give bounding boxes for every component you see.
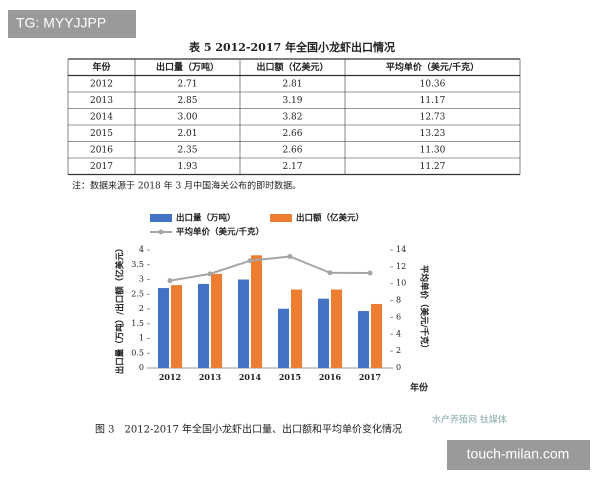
y2-tick-label: 14 (396, 245, 406, 254)
table-cell: 10.36 (420, 79, 446, 89)
watermark-box (8, 10, 136, 38)
table-cell: 2.66 (282, 145, 302, 155)
table-cell: 2012 (90, 79, 113, 89)
y-tick-label: 2 (139, 304, 144, 313)
legend-label: 出口量（万吨） (176, 213, 236, 224)
table-cell: 2015 (90, 129, 113, 139)
table-header: 出口额（亿美元） (256, 61, 328, 73)
legend-swatch (150, 214, 172, 222)
bar (238, 279, 249, 368)
x-tick-label: 2017 (359, 372, 381, 382)
bar (371, 303, 382, 368)
bar (278, 308, 289, 368)
table-cell: 11.27 (420, 162, 446, 172)
bar (158, 288, 169, 368)
point (247, 258, 253, 264)
table-cell: 12.73 (420, 112, 446, 122)
y2-tick-label: 6 (396, 312, 401, 321)
x-axis-label: 年份 (410, 382, 429, 394)
y-tick-label: 1.5 (131, 319, 144, 328)
x-tick-label: 2014 (239, 372, 262, 382)
y-tick-label: 3.5 (131, 260, 144, 269)
legend-swatch (270, 214, 292, 222)
y2-tick-label: 10 (396, 279, 406, 288)
y-tick-label: 1 (139, 334, 144, 343)
legend-label: 出口额（亿美元） (296, 213, 364, 224)
table-cell: 2.81 (282, 79, 302, 89)
table-cell: 2016 (90, 145, 113, 155)
caption: 图 3 2012-2017 年全国小龙虾出口量、出口额和平均单价变化情况 (95, 423, 402, 436)
line (169, 255, 371, 282)
point (207, 271, 213, 277)
table-cell: 3.00 (177, 112, 197, 122)
y-axis-label: 出口量（万吨）/出口额（亿美元） (115, 244, 126, 375)
bar (198, 283, 209, 368)
y2-tick-label: 0 (396, 363, 401, 372)
x-tick-label: 2015 (279, 372, 301, 382)
bar (171, 285, 182, 368)
point (287, 253, 293, 259)
bar (358, 311, 369, 368)
table-cell: 2.01 (177, 129, 197, 139)
table-cell: 2.71 (177, 79, 197, 89)
table-cell: 2013 (90, 96, 113, 106)
bar (318, 298, 329, 368)
table-cell: 2017 (90, 162, 113, 172)
legend-swatch (158, 229, 164, 235)
table-cell: 3.82 (282, 112, 302, 122)
y2-tick-label: 4 (396, 329, 401, 338)
table-cell: 1.93 (177, 162, 197, 172)
point (367, 270, 373, 276)
table-cell: 2.66 (282, 129, 302, 139)
y-tick-label: 0.5 (131, 348, 144, 357)
point (327, 270, 333, 276)
watermark-box (447, 440, 590, 470)
y-tick-label: 0 (139, 363, 144, 372)
table-title: 表 5 2012-2017 年全国小龙虾出口情况 (188, 40, 395, 54)
y2-tick-label: 12 (396, 262, 406, 271)
x-tick-label: 2012 (159, 372, 181, 382)
y2-tick-label: 8 (396, 296, 401, 305)
y-tick-label: 4 (139, 245, 144, 254)
y2-tick-label: 2 (396, 346, 401, 355)
table-note: 注：数据来源于 2018 年 3 月中国海关公布的即时数据。 (72, 180, 301, 192)
y-tick-label: 2.5 (131, 289, 144, 298)
table-header: 平均单价（美元/千克） (386, 61, 479, 73)
table-cell: 2.17 (282, 162, 302, 172)
table-cell: 2.85 (177, 96, 197, 106)
bar (331, 289, 342, 368)
x-tick-label: 2016 (319, 372, 342, 382)
table-header: 年份 (92, 61, 111, 73)
watermark-top: TG: MYYJJPP (16, 15, 106, 31)
watermark-bottom: touch-milan.com (467, 446, 570, 462)
table-header: 出口量（万吨） (156, 61, 219, 73)
legend-label: 平均单价（美元/千克） (176, 227, 264, 238)
bar (211, 273, 222, 368)
watermark-mid: 水产养殖网 钛媒体 (432, 414, 507, 426)
bar (291, 289, 302, 368)
x-tick-label: 2013 (199, 372, 222, 382)
table-cell: 3.19 (282, 96, 302, 106)
y-tick-label: 3 (139, 275, 144, 284)
table-cell: 2.35 (177, 145, 197, 155)
y2-axis-label: 平均单价（美元/千克） (419, 265, 430, 353)
table-cell: 13.23 (420, 129, 446, 139)
bar (251, 255, 262, 368)
table-cell: 11.17 (420, 96, 446, 106)
point (167, 278, 173, 284)
table-cell: 2014 (90, 112, 113, 122)
table-cell: 11.30 (420, 145, 446, 155)
